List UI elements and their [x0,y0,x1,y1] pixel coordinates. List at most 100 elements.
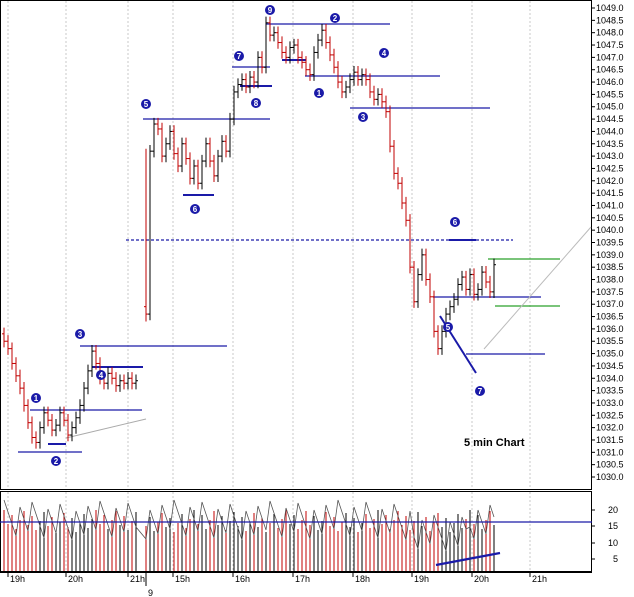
indicator-tick-label: 20 [608,505,618,515]
time-tick-label: 16h [235,574,250,584]
price-tick-label: 1042.5 [596,163,624,173]
indicator-panel-frame [0,491,592,572]
price-tick-label: 1048.0 [596,28,624,38]
price-tick-label: 1031.5 [596,435,624,445]
wave-marker-label: 1 [317,89,322,98]
trend-line [483,226,592,350]
price-tick-label: 1048.5 [596,15,624,25]
chart-annotation: 5 min Chart [464,437,525,449]
wave-marker [75,329,85,339]
wave-marker [379,48,389,58]
indicator-trend-line [435,551,501,567]
time-tick-label: 17h [295,574,310,584]
price-tick-label: 1047.5 [596,40,624,50]
wave-marker [450,217,460,227]
price-tick-label: 1030.0 [596,472,624,482]
oscillator-line [3,499,495,552]
time-tick-label: 21h [130,574,145,584]
time-tick-label: 20h [68,574,83,584]
price-tick-label: 1031.0 [596,447,624,457]
wave-marker [475,386,485,396]
wave-marker-label: 4 [99,371,104,380]
price-tick-label: 1040.5 [596,213,624,223]
price-tick-label: 1044.5 [596,114,624,124]
wave-marker [358,112,368,122]
price-panel-frame [0,0,592,490]
wave-marker-label: 6 [193,205,198,214]
wave-marker-label: 3 [361,113,366,122]
wave-marker [96,370,106,380]
price-tick-label: 1038.0 [596,275,624,285]
price-tick-label: 1035.5 [596,336,624,346]
price-tick-label: 1034.0 [596,373,624,383]
price-tick-label: 1044.0 [596,126,624,136]
price-tick-label: 1046.5 [596,65,624,75]
price-tick-label: 1043.0 [596,151,624,161]
price-tick-label: 1049.0 [596,3,624,13]
wave-marker-label: 3 [78,330,83,339]
price-bars [2,16,496,449]
price-tick-label: 1035.0 [596,349,624,359]
price-axis: 1049.0 1048.5 1048.0 1047.5 1047.0 1046.5 1046… [591,3,624,482]
trend-line [65,418,147,439]
price-tick-label: 1046.0 [596,77,624,87]
wave-marker-label: 7 [478,387,483,396]
price-tick-label: 1030.5 [596,460,624,470]
wave-marker [31,393,41,403]
price-tick-label: 1034.5 [596,361,624,371]
wave-marker [234,51,244,61]
price-tick-label: 1038.5 [596,262,624,272]
wave-marker-label: 8 [254,99,259,108]
price-tick-label: 1040.0 [596,225,624,235]
price-tick-label: 1036.0 [596,324,624,334]
price-tick-label: 1037.0 [596,299,624,309]
wave-marker-label: 2 [333,14,338,23]
price-tick-label: 1043.5 [596,139,624,149]
wave-marker [51,456,61,466]
wave-marker [330,13,340,23]
price-tick-label: 1033.5 [596,386,624,396]
indicator-tick-label: 5 [613,554,618,564]
wave-marker-label: 5 [446,323,451,332]
wave-marker-label: 7 [237,52,242,61]
time-tick-label: 18h [355,574,370,584]
time-tick-label: 19h [414,574,429,584]
price-tick-label: 1047.0 [596,52,624,62]
price-tick-label: 1039.5 [596,238,624,248]
price-tick-label: 1039.0 [596,250,624,260]
wave-marker-label: 5 [144,100,149,109]
price-tick-label: 1032.0 [596,423,624,433]
wave-marker [190,204,200,214]
price-tick-label: 1032.5 [596,410,624,420]
wave-marker-label: 4 [382,49,387,58]
price-tick-label: 1041.0 [596,200,624,210]
wave-marker [443,322,453,332]
wave-markers: 1 2 3 4 5 6 7 8 9 1 2 3 4 5 6 7 [31,5,485,466]
price-tick-label: 1042.0 [596,176,624,186]
indicator-tick-label: 10 [608,538,618,548]
price-tick-label: 1041.5 [596,188,624,198]
price-tick-label: 1036.5 [596,312,624,322]
day-separator-label: 9 [148,588,153,597]
price-tick-label: 1033.0 [596,398,624,408]
wave-marker [314,88,324,98]
wave-marker-label: 1 [34,394,39,403]
wave-marker-label: 2 [54,457,59,466]
price-tick-label: 1045.0 [596,102,624,112]
price-tick-label: 1037.5 [596,287,624,297]
wave-marker-label: 6 [453,218,458,227]
indicator-axis: 20 15 10 5 [591,505,618,564]
wave-marker [141,99,151,109]
wave-marker [251,98,261,108]
time-tick-label: 21h [532,574,547,584]
time-tick-label: 19h [10,574,25,584]
wave-marker-label: 9 [268,6,273,15]
wave-marker [265,5,275,15]
time-tick-label: 20h [474,574,489,584]
time-tick-label: 15h [175,574,190,584]
indicator-tick-label: 15 [608,521,618,531]
vertical-gridlines [7,1,531,571]
